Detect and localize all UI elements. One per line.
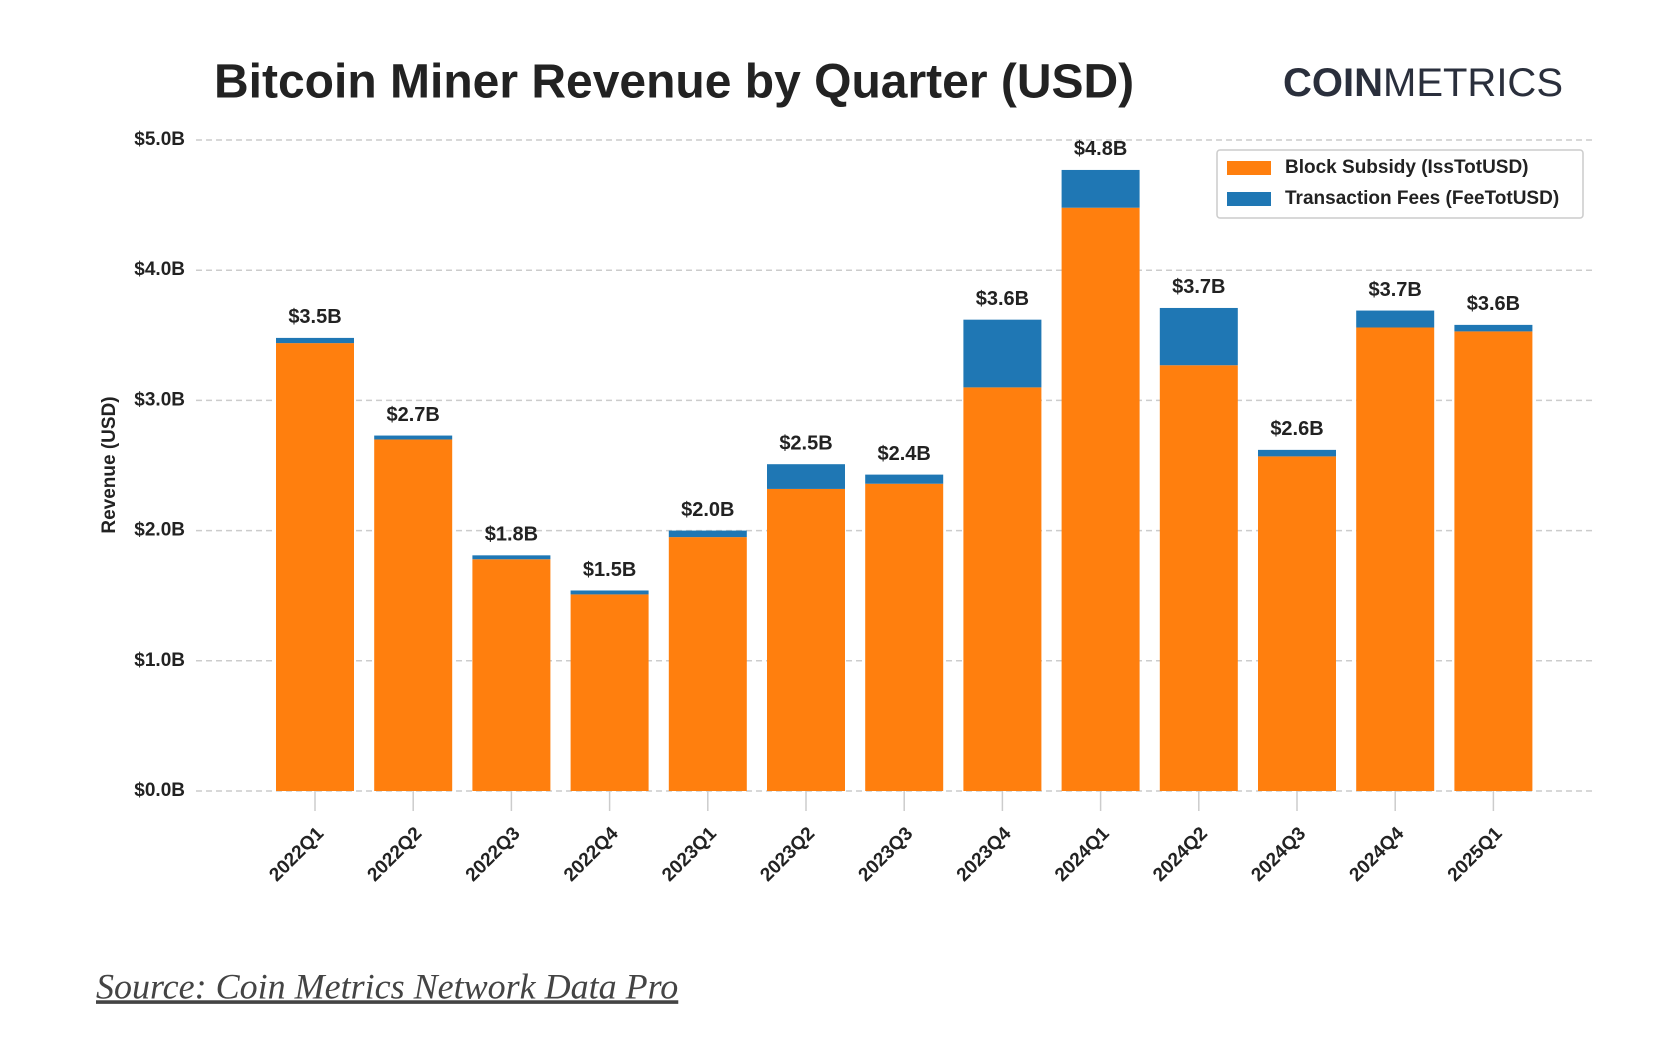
x-tick-label: 2023Q1 bbox=[658, 823, 721, 886]
y-tick-label: $0.0B bbox=[134, 780, 185, 801]
x-tick-label: 2022Q3 bbox=[462, 823, 525, 886]
bar-segment bbox=[1061, 207, 1140, 792]
bar-segment bbox=[570, 590, 649, 595]
x-tick-label: 2023Q3 bbox=[855, 823, 918, 886]
total-label: $2.7B bbox=[387, 404, 440, 426]
x-tick-label: 2022Q2 bbox=[364, 823, 427, 886]
bar-segment bbox=[668, 530, 747, 538]
total-label: $1.8B bbox=[485, 524, 538, 546]
logo-light: METRICS bbox=[1383, 61, 1563, 105]
total-label: $1.5B bbox=[583, 559, 636, 581]
x-tick-label: 2024Q4 bbox=[1346, 823, 1409, 886]
bar-segment bbox=[276, 343, 354, 791]
bar-segment bbox=[374, 435, 453, 440]
y-axis-label: Revenue (USD) bbox=[99, 396, 120, 533]
x-tick-label: 2024Q2 bbox=[1149, 823, 1212, 886]
bar-segment bbox=[865, 474, 944, 484]
bar-segment bbox=[1159, 307, 1238, 366]
legend-box bbox=[1216, 149, 1584, 219]
total-label: $2.4B bbox=[878, 443, 931, 465]
bar-segment bbox=[1258, 456, 1336, 791]
x-tick-label: 2023Q4 bbox=[953, 823, 1016, 886]
y-tick-label: $2.0B bbox=[134, 520, 185, 541]
legend-label: Transaction Fees (FeeTotUSD) bbox=[1285, 188, 1559, 209]
total-label: $3.5B bbox=[288, 306, 341, 328]
source-link[interactable]: Source: Coin Metrics Network Data Pro bbox=[96, 966, 678, 1006]
logo: COINMETRICS bbox=[1283, 61, 1563, 105]
bar-segment bbox=[963, 319, 1042, 388]
total-label: $3.7B bbox=[1172, 276, 1225, 298]
bar-segment bbox=[1454, 324, 1533, 332]
bar-segment bbox=[1356, 327, 1435, 791]
x-tick-label: 2022Q1 bbox=[265, 823, 328, 886]
x-tick-label: 2023Q2 bbox=[756, 823, 819, 886]
bar-segment bbox=[1454, 331, 1533, 791]
bar-segment bbox=[374, 439, 453, 791]
total-label: $3.6B bbox=[1467, 293, 1520, 315]
x-tick-label: 2022Q4 bbox=[560, 823, 623, 886]
legend-swatch bbox=[1227, 161, 1271, 175]
y-tick-label: $5.0B bbox=[134, 129, 185, 150]
bar-segment bbox=[668, 537, 747, 791]
y-tick-label: $1.0B bbox=[134, 650, 185, 671]
bar-segment bbox=[1159, 365, 1238, 791]
y-tick-label: $3.0B bbox=[134, 389, 185, 410]
y-tick-label: $4.0B bbox=[134, 259, 185, 280]
bar-segment bbox=[767, 464, 845, 489]
total-label: $3.6B bbox=[976, 288, 1029, 310]
x-tick-label: 2024Q3 bbox=[1247, 823, 1310, 886]
bar-segment bbox=[276, 337, 354, 344]
bar-segment bbox=[1356, 310, 1435, 328]
bar-segment bbox=[1258, 449, 1336, 457]
total-label: $2.6B bbox=[1270, 418, 1323, 440]
bar-segment bbox=[472, 559, 551, 791]
bar-segment bbox=[963, 387, 1042, 791]
legend-label: Block Subsidy (IssTotUSD) bbox=[1285, 157, 1529, 178]
bar-segment bbox=[865, 483, 944, 791]
legend-swatch bbox=[1227, 192, 1271, 206]
logo-bold: COIN bbox=[1283, 61, 1383, 105]
bar-segment bbox=[472, 555, 551, 560]
x-tick-label: 2024Q1 bbox=[1051, 823, 1114, 886]
total-label: $2.5B bbox=[779, 432, 832, 454]
chart-title: Bitcoin Miner Revenue by Quarter (USD) bbox=[214, 56, 1134, 109]
total-label: $3.7B bbox=[1369, 279, 1422, 301]
total-label: $4.8B bbox=[1074, 138, 1127, 160]
bar-segment bbox=[570, 594, 649, 791]
bar-segment bbox=[1061, 169, 1140, 208]
x-tick-label: 2025Q1 bbox=[1444, 823, 1507, 886]
total-label: $2.0B bbox=[681, 499, 734, 521]
bar-segment bbox=[767, 488, 845, 791]
